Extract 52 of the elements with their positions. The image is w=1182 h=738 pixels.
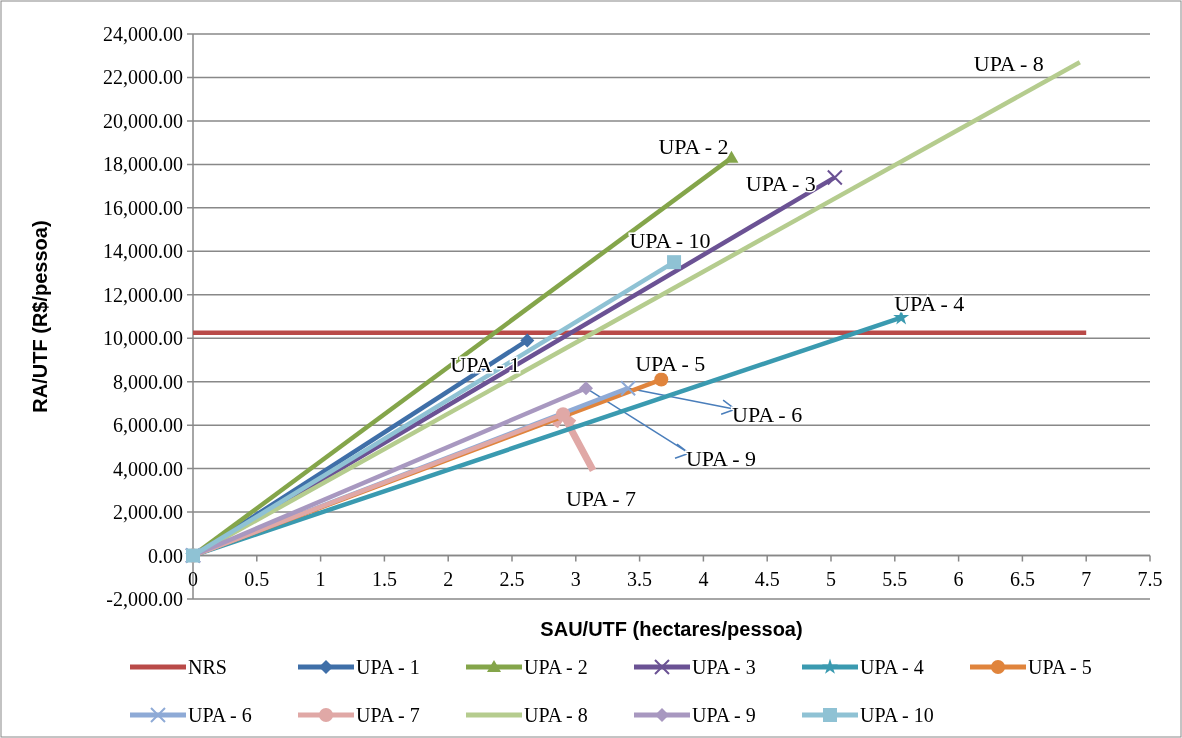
legend-label: UPA - 3 [692, 656, 756, 678]
x-tick-label: 0 [188, 567, 198, 590]
x-tick-label: 7.5 [1137, 567, 1163, 590]
legend-label: UPA - 1 [356, 656, 420, 678]
x-tick-label: 1 [315, 567, 326, 590]
y-tick-label: 20,000.00 [103, 109, 183, 132]
legend-label: UPA - 8 [524, 704, 588, 726]
y-tick-label: 4,000.00 [113, 457, 183, 480]
annotation: UPA - 8 [973, 50, 1044, 76]
legend-label: UPA - 10 [860, 704, 934, 726]
legend-label: NRS [188, 656, 227, 678]
x-tick-label: 7 [1081, 567, 1092, 590]
y-tick-label: 0.00 [148, 544, 183, 567]
x-tick-label: 3 [570, 567, 581, 590]
legend-label: UPA - 5 [1028, 656, 1092, 678]
x-axis-title: SAU/UTF (hectares/pessoa) [540, 618, 803, 640]
x-tick-label: 0.5 [244, 567, 270, 590]
annotation: UPA - 3 [745, 171, 816, 197]
x-tick-label: 2.5 [499, 567, 525, 590]
y-axis-title: RA/UTF (R$/pessoa) [29, 220, 51, 413]
y-tick-label: 24,000.00 [103, 23, 183, 45]
annotation: UPA - 9 [685, 445, 757, 471]
y-tick-label: 8,000.00 [113, 370, 183, 393]
annotation: UPA - 6 [732, 401, 803, 427]
y-tick-label: 22,000.00 [103, 66, 183, 89]
x-tick-label: 1.5 [371, 567, 397, 590]
annotation: UPA - 2 [658, 133, 729, 159]
legend-label: UPA - 2 [524, 656, 588, 678]
x-tick-label: 5.5 [882, 567, 908, 590]
y-tick-label: -2,000.00 [106, 588, 183, 610]
legend-label: UPA - 7 [356, 704, 420, 726]
legend-label: UPA - 4 [860, 656, 924, 678]
y-tick-label: 18,000.00 [103, 153, 183, 176]
legend-label: UPA - 9 [692, 704, 756, 726]
legend-label: UPA - 6 [188, 704, 252, 726]
y-tick-label: 2,000.00 [113, 501, 183, 524]
annotation: UPA - 7 [565, 485, 637, 511]
x-tick-label: 3.5 [627, 567, 653, 590]
x-tick-label: 5 [826, 567, 836, 590]
y-tick-label: 14,000.00 [103, 240, 183, 263]
x-tick-label: 4 [698, 567, 709, 590]
y-tick-label: 12,000.00 [103, 283, 183, 306]
y-tick-label: 10,000.00 [103, 327, 183, 350]
y-tick-label: 6,000.00 [113, 414, 183, 437]
x-tick-label: 2 [443, 567, 454, 590]
annotation: UPA - 4 [894, 291, 965, 317]
annotation: UPA - 10 [629, 227, 711, 253]
x-tick-label: 6.5 [1009, 567, 1035, 590]
annotation: UPA - 5 [635, 351, 706, 377]
y-tick-label: 16,000.00 [103, 196, 183, 219]
x-tick-label: 6 [953, 567, 964, 590]
x-tick-label: 4.5 [754, 567, 780, 590]
